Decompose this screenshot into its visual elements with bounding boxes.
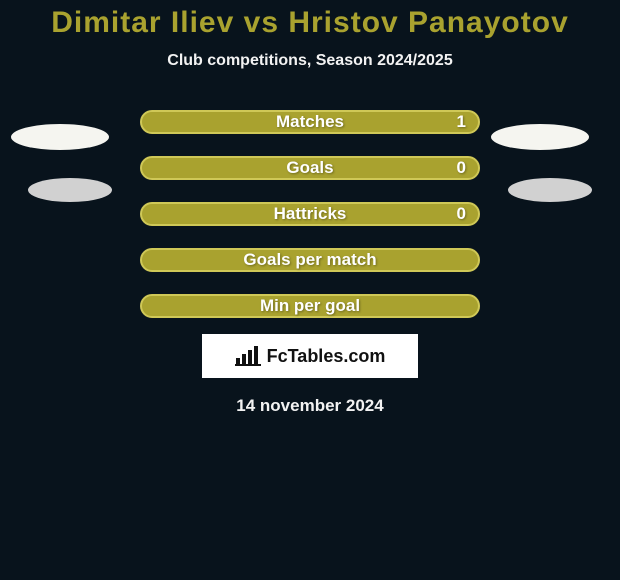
date-text: 14 november 2024 bbox=[236, 396, 383, 416]
bar-row: Goals per match bbox=[140, 248, 480, 272]
bar-chart-icon bbox=[235, 346, 261, 366]
bar-label: Hattricks bbox=[274, 204, 347, 224]
chart-area: Matches 1 Goals 0 Hattricks 0 Goals per match M… bbox=[0, 110, 620, 318]
bar-label: Matches bbox=[276, 112, 344, 132]
decorative-ellipse bbox=[28, 178, 112, 202]
decorative-ellipse bbox=[11, 124, 109, 150]
bar-value-right: 0 bbox=[457, 158, 466, 178]
bars-container: Matches 1 Goals 0 Hattricks 0 Goals per match M… bbox=[140, 110, 480, 318]
decorative-ellipse bbox=[491, 124, 589, 150]
page: Dimitar Iliev vs Hristov Panayotov Club … bbox=[0, 0, 620, 580]
bar-row: Hattricks 0 bbox=[140, 202, 480, 226]
logo-box: FcTables.com bbox=[202, 334, 418, 378]
page-subtitle: Club competitions, Season 2024/2025 bbox=[167, 52, 452, 70]
bar-label: Goals bbox=[286, 158, 333, 178]
bar-row: Goals 0 bbox=[140, 156, 480, 180]
bar-value-right: 0 bbox=[457, 204, 466, 224]
bar-label: Min per goal bbox=[260, 296, 360, 316]
page-title: Dimitar Iliev vs Hristov Panayotov bbox=[51, 6, 569, 40]
logo-text: FcTables.com bbox=[267, 346, 386, 367]
bar-value-right: 1 bbox=[457, 112, 466, 132]
bar-row: Min per goal bbox=[140, 294, 480, 318]
bar-row: Matches 1 bbox=[140, 110, 480, 134]
decorative-ellipse bbox=[508, 178, 592, 202]
bar-label: Goals per match bbox=[243, 250, 376, 270]
